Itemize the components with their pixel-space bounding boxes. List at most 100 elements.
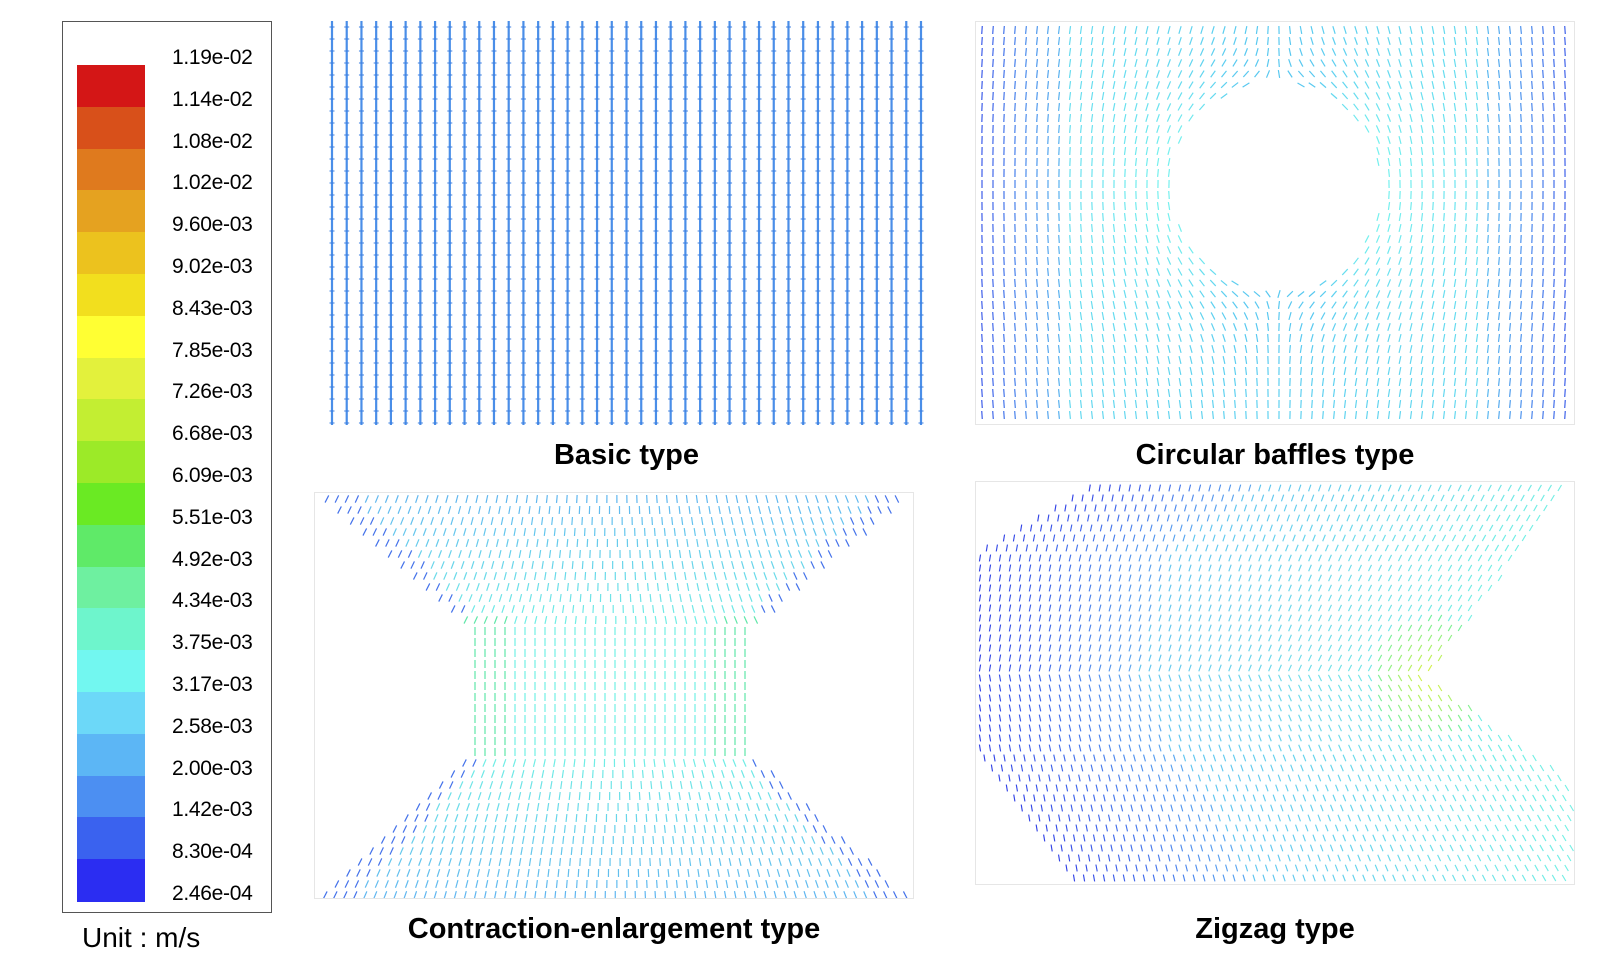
velocity-vector (771, 836, 776, 844)
velocity-vector (802, 528, 807, 536)
velocity-vector (1177, 279, 1183, 287)
velocity-vector (1054, 504, 1057, 512)
velocity-vector (1409, 267, 1413, 277)
velocity-vector (1383, 504, 1388, 512)
velocity-vector (488, 549, 492, 559)
velocity-vector (1318, 554, 1322, 562)
velocity-vector (1134, 333, 1138, 343)
velocity-vector (1090, 322, 1094, 332)
velocity-vector (1123, 69, 1127, 79)
velocity-vector (1486, 300, 1490, 310)
velocity-vector (1531, 102, 1533, 112)
velocity-vector (518, 505, 521, 515)
velocity-vector (1542, 399, 1544, 409)
velocity-vector (1134, 234, 1138, 244)
velocity-vector (1382, 534, 1386, 542)
legend-unit-label: Unit : m/s (82, 922, 201, 953)
velocity-vector (1466, 514, 1471, 522)
velocity-vector (1079, 366, 1083, 376)
velocity-vector (739, 781, 744, 789)
velocity-vector (1266, 47, 1270, 57)
velocity-vector (1374, 544, 1379, 552)
velocity-vector (533, 571, 537, 581)
velocity-vector (1486, 25, 1490, 35)
velocity-vector (1239, 524, 1243, 532)
velocity-vector (1014, 25, 1016, 35)
velocity-vector (1486, 344, 1490, 354)
velocity-vector (1331, 48, 1337, 56)
velocity-vector (1047, 278, 1049, 288)
velocity-vector (1166, 301, 1172, 309)
velocity-vector (475, 538, 480, 548)
velocity-vector (1267, 25, 1269, 35)
legend-tick-label: 2.00e-03 (172, 756, 253, 780)
velocity-vector (837, 506, 842, 514)
velocity-vector (1370, 494, 1375, 502)
velocity-vector (1431, 377, 1435, 387)
velocity-vector (1420, 333, 1424, 343)
velocity-vector (1520, 494, 1525, 502)
velocity-vector (1068, 256, 1072, 266)
velocity-vector (1145, 333, 1149, 343)
velocity-vector (757, 505, 762, 515)
velocity-vector (444, 814, 449, 822)
velocity-vector (854, 495, 859, 503)
velocity-vector (1151, 494, 1154, 502)
velocity-vector (1341, 268, 1349, 276)
velocity-vector (1167, 59, 1171, 67)
velocity-vector (1222, 534, 1226, 542)
velocity-vector (1268, 484, 1272, 492)
velocity-vector (1442, 267, 1446, 277)
velocity-vector (740, 560, 745, 570)
velocity-vector (1497, 322, 1501, 332)
velocity-vector (711, 769, 715, 779)
velocity-vector (579, 593, 582, 603)
velocity-vector (1386, 257, 1392, 265)
velocity-vector (753, 825, 757, 833)
velocity-vector (1003, 311, 1005, 321)
velocity-vector (1508, 333, 1512, 343)
velocity-vector (1444, 544, 1449, 552)
velocity-vector (1222, 399, 1226, 409)
velocity-vector (1339, 524, 1344, 532)
velocity-vector (1156, 333, 1160, 343)
velocity-vector (1177, 114, 1183, 122)
velocity-vector (1459, 524, 1464, 532)
velocity-vector (1353, 70, 1359, 78)
velocity-vector (1138, 484, 1141, 492)
velocity-vector (653, 527, 656, 537)
velocity-vector (1321, 366, 1325, 376)
velocity-vector (1442, 146, 1446, 156)
velocity-vector (1330, 279, 1338, 287)
velocity-vector (1420, 212, 1424, 222)
velocity-vector (1232, 534, 1236, 542)
velocity-vector (508, 505, 511, 515)
velocity-vector (755, 879, 759, 889)
velocity-vector (1090, 47, 1094, 57)
velocity-vector (859, 517, 865, 525)
velocity-vector (1376, 312, 1380, 320)
velocity-vector (463, 890, 467, 898)
velocity-vector (1398, 212, 1402, 222)
velocity-vector (1306, 514, 1311, 522)
velocity-vector (1453, 69, 1457, 79)
velocity-vector (555, 879, 558, 889)
velocity-vector (1108, 554, 1112, 562)
velocity-vector (1156, 81, 1160, 89)
velocity-vector (366, 869, 371, 877)
velocity-vector (779, 847, 784, 855)
velocity-vector (659, 857, 662, 867)
velocity-vector (375, 539, 380, 547)
velocity-vector (1091, 146, 1093, 156)
velocity-vector (1319, 70, 1327, 78)
velocity-vector (1188, 70, 1194, 78)
velocity-vector (474, 814, 479, 822)
velocity-vector (364, 880, 370, 888)
velocity-vector (410, 517, 415, 525)
velocity-vector (1387, 377, 1391, 387)
velocity-vector (488, 857, 492, 867)
velocity-vector (1375, 257, 1381, 265)
velocity-vector (727, 868, 730, 878)
velocity-vector (1420, 102, 1424, 112)
velocity-vector (1080, 223, 1082, 233)
